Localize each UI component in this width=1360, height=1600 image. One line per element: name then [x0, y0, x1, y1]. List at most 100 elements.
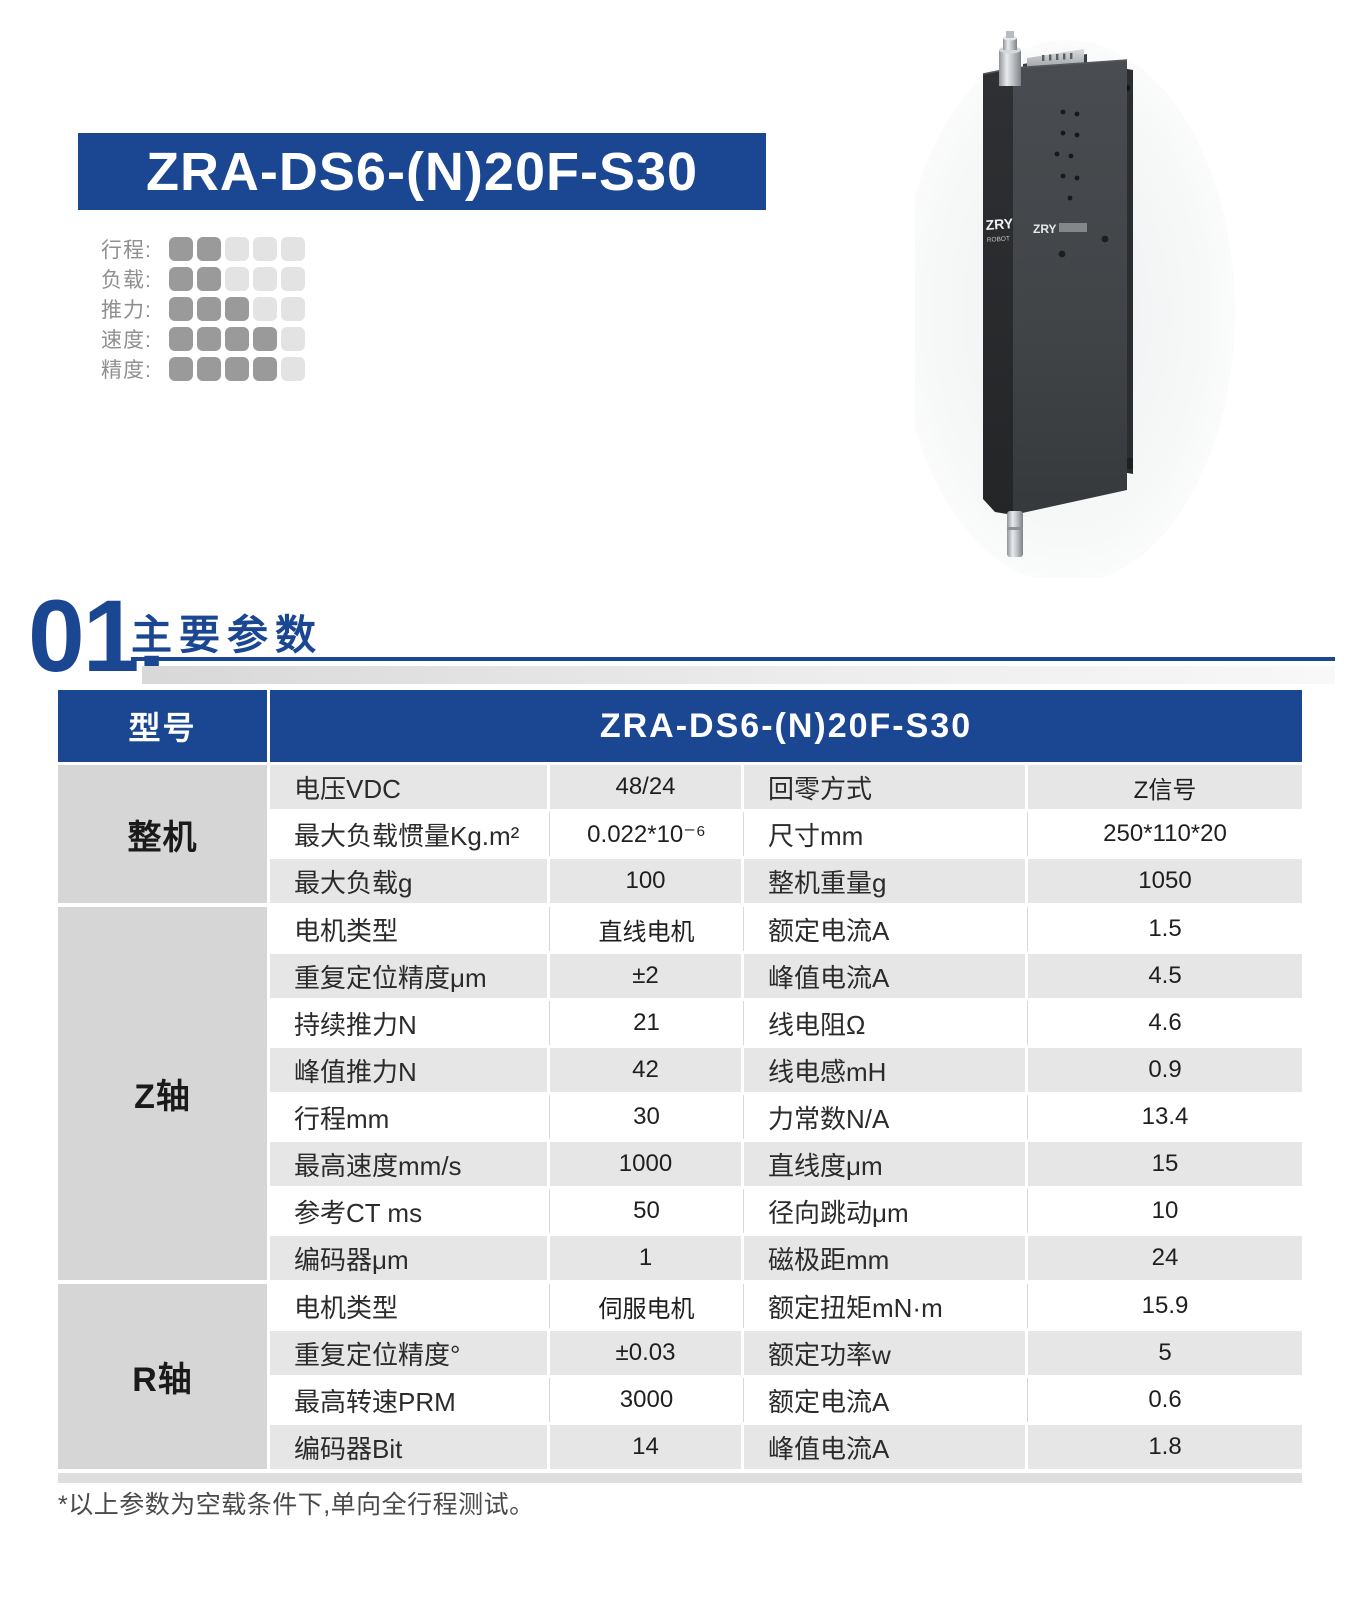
- param-cell: 额定功率w: [744, 1331, 1028, 1375]
- param-cell: 参考CT ms: [270, 1189, 550, 1233]
- param-cell: 最大负载惯量Kg.m²: [270, 812, 550, 856]
- value-cell: 1.5: [1028, 907, 1302, 951]
- param-cell: 峰值电流A: [744, 954, 1028, 998]
- param-cell: 电机类型: [270, 1284, 550, 1328]
- value-cell: 30: [550, 1095, 744, 1139]
- rating-square-filled: [169, 357, 193, 381]
- table-row: 编码器μm 1 磁极距mm 24: [270, 1236, 1302, 1280]
- param-cell: 整机重量g: [744, 859, 1028, 903]
- section-rows: 电压VDC 48/24 回零方式 Z信号 最大负载惯量Kg.m² 0.022*10⁻⁶ 尺寸…: [270, 765, 1302, 903]
- value-cell: 1: [550, 1236, 744, 1280]
- ratings-block: 行程: 负载: 推力: 速度: 精度:: [101, 234, 305, 384]
- table-section: 整机 电压VDC 48/24 回零方式 Z信号 最大负载惯量Kg.m² 0.022*10⁻⁶…: [58, 765, 1302, 903]
- rating-row: 速度:: [101, 324, 305, 354]
- rating-square-empty: [281, 237, 305, 261]
- model-title-banner: ZRA-DS6-(N)20F-S30: [78, 133, 766, 210]
- param-cell: 最高转速PRM: [270, 1378, 550, 1422]
- rating-squares: [169, 267, 305, 291]
- value-cell: ±2: [550, 954, 744, 998]
- value-cell: 直线电机: [550, 907, 744, 951]
- rating-square-filled: [169, 267, 193, 291]
- rating-row: 精度:: [101, 354, 305, 384]
- value-cell: 48/24: [550, 765, 744, 809]
- rating-square-filled: [197, 237, 221, 261]
- rating-square-filled: [197, 357, 221, 381]
- table-row: 行程mm 30 力常数N/A 13.4: [270, 1095, 1302, 1139]
- rating-row: 推力:: [101, 294, 305, 324]
- param-cell: 尺寸mm: [744, 812, 1028, 856]
- value-cell: 250*110*20: [1028, 812, 1302, 856]
- vent-holes: [1054, 109, 1080, 201]
- value-cell: ±0.03: [550, 1331, 744, 1375]
- param-cell: 额定电流A: [744, 907, 1028, 951]
- param-cell: 行程mm: [270, 1095, 550, 1139]
- value-cell: 4.6: [1028, 1001, 1302, 1045]
- table-row: 持续推力N 21 线电阻Ω 4.6: [270, 1001, 1302, 1045]
- value-cell: 4.5: [1028, 954, 1302, 998]
- value-cell: 15.9: [1028, 1284, 1302, 1328]
- section-rows: 电机类型 直线电机 额定电流A 1.5 重复定位精度μm ±2 峰值电流A 4.5 持续推力N 2…: [270, 907, 1302, 1280]
- table-row: 电机类型 伺服电机 额定扭矩mN·m 15.9: [270, 1284, 1302, 1328]
- value-cell: 1000: [550, 1142, 744, 1186]
- param-cell: 额定电流A: [744, 1378, 1028, 1422]
- param-cell: 编码器μm: [270, 1236, 550, 1280]
- top-shaft-tip: [1006, 31, 1014, 38]
- rating-square-filled: [253, 357, 277, 381]
- rating-square-empty: [225, 237, 249, 261]
- table-row: 参考CT ms 50 径向跳动μm 10: [270, 1189, 1302, 1233]
- value-cell: 24: [1028, 1236, 1302, 1280]
- param-cell: 线电感mH: [744, 1048, 1028, 1092]
- param-cell: 电机类型: [270, 907, 550, 951]
- section-title: 主要参数: [131, 612, 323, 658]
- table-row: 最高转速PRM 3000 额定电流A 0.6: [270, 1378, 1302, 1422]
- rating-squares: [169, 297, 305, 321]
- param-cell: 峰值推力N: [270, 1048, 550, 1092]
- rating-squares: [169, 357, 305, 381]
- rating-square-empty: [225, 267, 249, 291]
- product-image: ZRY ROBOT ZRY: [899, 12, 1237, 584]
- section-gradient-bar: [142, 666, 1335, 684]
- table-bottom-strip: [58, 1473, 1302, 1483]
- value-cell: 伺服电机: [550, 1284, 744, 1328]
- table-section: R轴 电机类型 伺服电机 额定扭矩mN·m 15.9 重复定位精度° ±0.03 额定功率w 5…: [58, 1284, 1302, 1469]
- value-cell: 100: [550, 859, 744, 903]
- footnote: *以上参数为空载条件下,单向全行程测试。: [58, 1491, 535, 1519]
- param-cell: 直线度μm: [744, 1142, 1028, 1186]
- value-cell: 10: [1028, 1189, 1302, 1233]
- bottom-shaft: [1007, 511, 1023, 557]
- brand-logo-left: ZRY: [985, 215, 1014, 233]
- value-cell: Z信号: [1028, 765, 1302, 809]
- rating-label: 推力:: [101, 299, 152, 322]
- front-screw-hole: [1101, 235, 1109, 243]
- rating-label: 行程:: [101, 239, 152, 262]
- param-cell: 重复定位精度°: [270, 1331, 550, 1375]
- table-row: 峰值推力N 42 线电感mH 0.9: [270, 1048, 1302, 1092]
- rating-square-filled: [225, 327, 249, 351]
- spec-table-body: 整机 电压VDC 48/24 回零方式 Z信号 最大负载惯量Kg.m² 0.022*10⁻⁶…: [58, 765, 1302, 1469]
- rating-square-empty: [281, 327, 305, 351]
- rating-squares: [169, 327, 305, 351]
- rating-square-filled: [169, 237, 193, 261]
- rating-row: 行程:: [101, 234, 305, 264]
- group-cell: R轴: [58, 1284, 267, 1469]
- value-cell: 3000: [550, 1378, 744, 1422]
- rating-squares: [169, 237, 305, 261]
- rating-square-empty: [253, 267, 277, 291]
- value-cell: 1050: [1028, 859, 1302, 903]
- section-rows: 电机类型 伺服电机 额定扭矩mN·m 15.9 重复定位精度° ±0.03 额定功率w 5 最高…: [270, 1284, 1302, 1469]
- top-shaft: [999, 50, 1021, 86]
- param-cell: 力常数N/A: [744, 1095, 1028, 1139]
- rating-label: 精度:: [101, 359, 152, 382]
- table-row: 编码器Bit 14 峰值电流A 1.8: [270, 1425, 1302, 1469]
- spec-table-header: 型号 ZRA-DS6-(N)20F-S30: [58, 690, 1302, 762]
- table-section: Z轴 电机类型 直线电机 额定电流A 1.5 重复定位精度μm ±2 峰值电流A 4.5 持续推力…: [58, 907, 1302, 1280]
- rating-square-filled: [169, 327, 193, 351]
- param-cell: 回零方式: [744, 765, 1028, 809]
- brand-logo-front: ZRY: [1033, 222, 1057, 236]
- body-front-face: [1013, 60, 1127, 515]
- param-cell: 线电阻Ω: [744, 1001, 1028, 1045]
- rating-square-empty: [253, 297, 277, 321]
- rating-square-empty: [253, 237, 277, 261]
- value-cell: 1.8: [1028, 1425, 1302, 1469]
- rating-square-filled: [253, 327, 277, 351]
